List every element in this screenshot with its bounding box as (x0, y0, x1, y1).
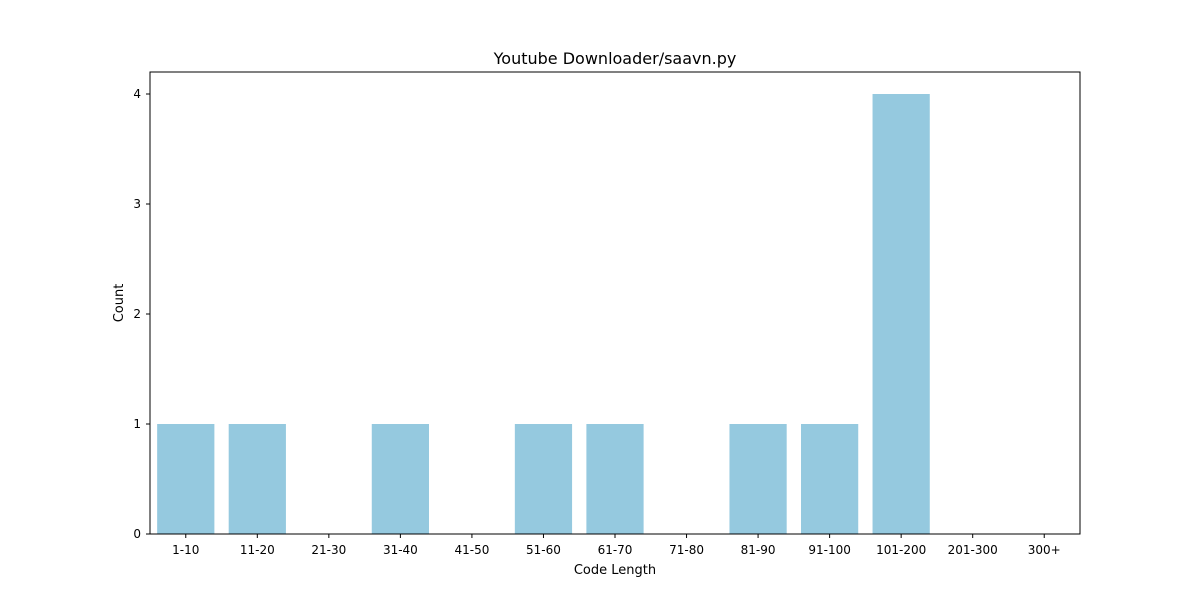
x-tick-label: 51-60 (526, 543, 561, 557)
y-tick-label: 2 (133, 307, 141, 321)
y-axis-ticks: 0 1 2 3 4 (133, 87, 150, 541)
x-tick-label: 41-50 (454, 543, 489, 557)
bar-61-70 (586, 424, 644, 534)
chart-title: Youtube Downloader/saavn.py (493, 49, 737, 68)
bar-81-90 (729, 424, 787, 534)
x-axis-label: Code Length (574, 563, 656, 578)
x-tick-label: 1-10 (172, 543, 199, 557)
x-tick-label: 11-20 (240, 543, 275, 557)
x-axis-ticks: 1-10 11-20 21-30 31-40 41-50 51-60 61-70 71-80 8… (172, 534, 1061, 557)
x-tick-label: 71-80 (669, 543, 704, 557)
y-tick-label: 0 (133, 527, 141, 541)
y-axis-label: Count (112, 284, 127, 323)
bar-1-10 (157, 424, 215, 534)
bar-51-60 (514, 424, 573, 534)
x-tick-label: 61-70 (598, 543, 633, 557)
bar-11-20 (228, 424, 286, 534)
x-tick-label: 300+ (1028, 543, 1061, 557)
bar-101-200 (872, 94, 930, 534)
bar-31-40 (371, 424, 429, 534)
bar-91-100 (801, 424, 859, 534)
x-tick-label: 91-100 (808, 543, 851, 557)
bars-layer (157, 94, 930, 534)
x-tick-label: 81-90 (741, 543, 776, 557)
x-tick-label: 101-200 (876, 543, 926, 557)
y-tick-label: 1 (133, 417, 141, 431)
x-tick-label: 31-40 (383, 543, 418, 557)
y-tick-label: 4 (133, 87, 141, 101)
x-tick-label: 201-300 (948, 543, 998, 557)
x-tick-label: 21-30 (311, 543, 346, 557)
y-tick-label: 3 (133, 197, 141, 211)
